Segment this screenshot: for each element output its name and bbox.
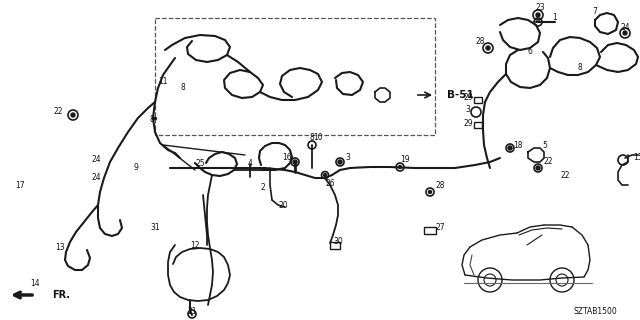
Text: SZTAB1500: SZTAB1500 [573, 308, 617, 316]
Text: 25: 25 [195, 158, 205, 167]
Text: 8: 8 [180, 84, 186, 92]
Text: 16: 16 [282, 154, 292, 163]
Circle shape [293, 160, 297, 164]
Text: 6: 6 [527, 47, 532, 57]
Text: 22: 22 [53, 108, 63, 116]
Text: 2: 2 [260, 183, 266, 193]
Bar [155, 18, 435, 135]
Circle shape [536, 166, 540, 170]
Text: 7: 7 [593, 7, 597, 17]
Text: 1: 1 [552, 13, 557, 22]
Text: 4: 4 [248, 158, 252, 167]
Text: 8: 8 [578, 63, 582, 73]
Circle shape [338, 160, 342, 164]
Text: 28: 28 [476, 37, 484, 46]
Circle shape [429, 190, 431, 194]
Text: 19: 19 [400, 156, 410, 164]
Circle shape [536, 13, 540, 17]
Text: 12: 12 [190, 241, 200, 250]
Text: 24: 24 [620, 23, 630, 33]
Text: B-51: B-51 [447, 90, 474, 100]
Text: 17: 17 [15, 180, 25, 189]
Text: 15: 15 [633, 154, 640, 163]
Bar [474, 122, 482, 128]
Text: 8: 8 [310, 133, 314, 142]
Text: 20: 20 [278, 201, 288, 210]
Text: 26: 26 [325, 179, 335, 188]
Text: 28: 28 [435, 180, 445, 189]
Text: 27: 27 [435, 222, 445, 231]
Text: 3: 3 [346, 154, 351, 163]
Text: 11: 11 [158, 77, 168, 86]
Bar [474, 97, 482, 103]
Text: 22: 22 [560, 171, 570, 180]
Text: 13: 13 [55, 244, 65, 252]
Text: 30: 30 [333, 237, 343, 246]
Text: 9: 9 [134, 164, 138, 172]
Circle shape [71, 113, 75, 117]
Text: 24: 24 [91, 156, 101, 164]
Text: 10: 10 [313, 133, 323, 142]
Text: 29: 29 [463, 93, 473, 102]
Text: 31: 31 [150, 223, 160, 233]
Text: FR.: FR. [52, 290, 70, 300]
Bar [330, 242, 340, 249]
Text: 3: 3 [465, 106, 470, 115]
Circle shape [399, 165, 401, 169]
Text: 5: 5 [543, 140, 547, 149]
Text: 23: 23 [535, 4, 545, 12]
Text: 8: 8 [150, 116, 154, 124]
Text: 22: 22 [543, 157, 553, 166]
Text: 29: 29 [463, 118, 473, 127]
Circle shape [508, 146, 512, 150]
Text: 14: 14 [30, 279, 40, 289]
Text: 24: 24 [91, 173, 101, 182]
Circle shape [486, 46, 490, 50]
Text: 21: 21 [188, 308, 196, 316]
Bar [424, 227, 436, 234]
Text: 18: 18 [513, 140, 523, 149]
Circle shape [323, 173, 326, 177]
Circle shape [623, 31, 627, 35]
